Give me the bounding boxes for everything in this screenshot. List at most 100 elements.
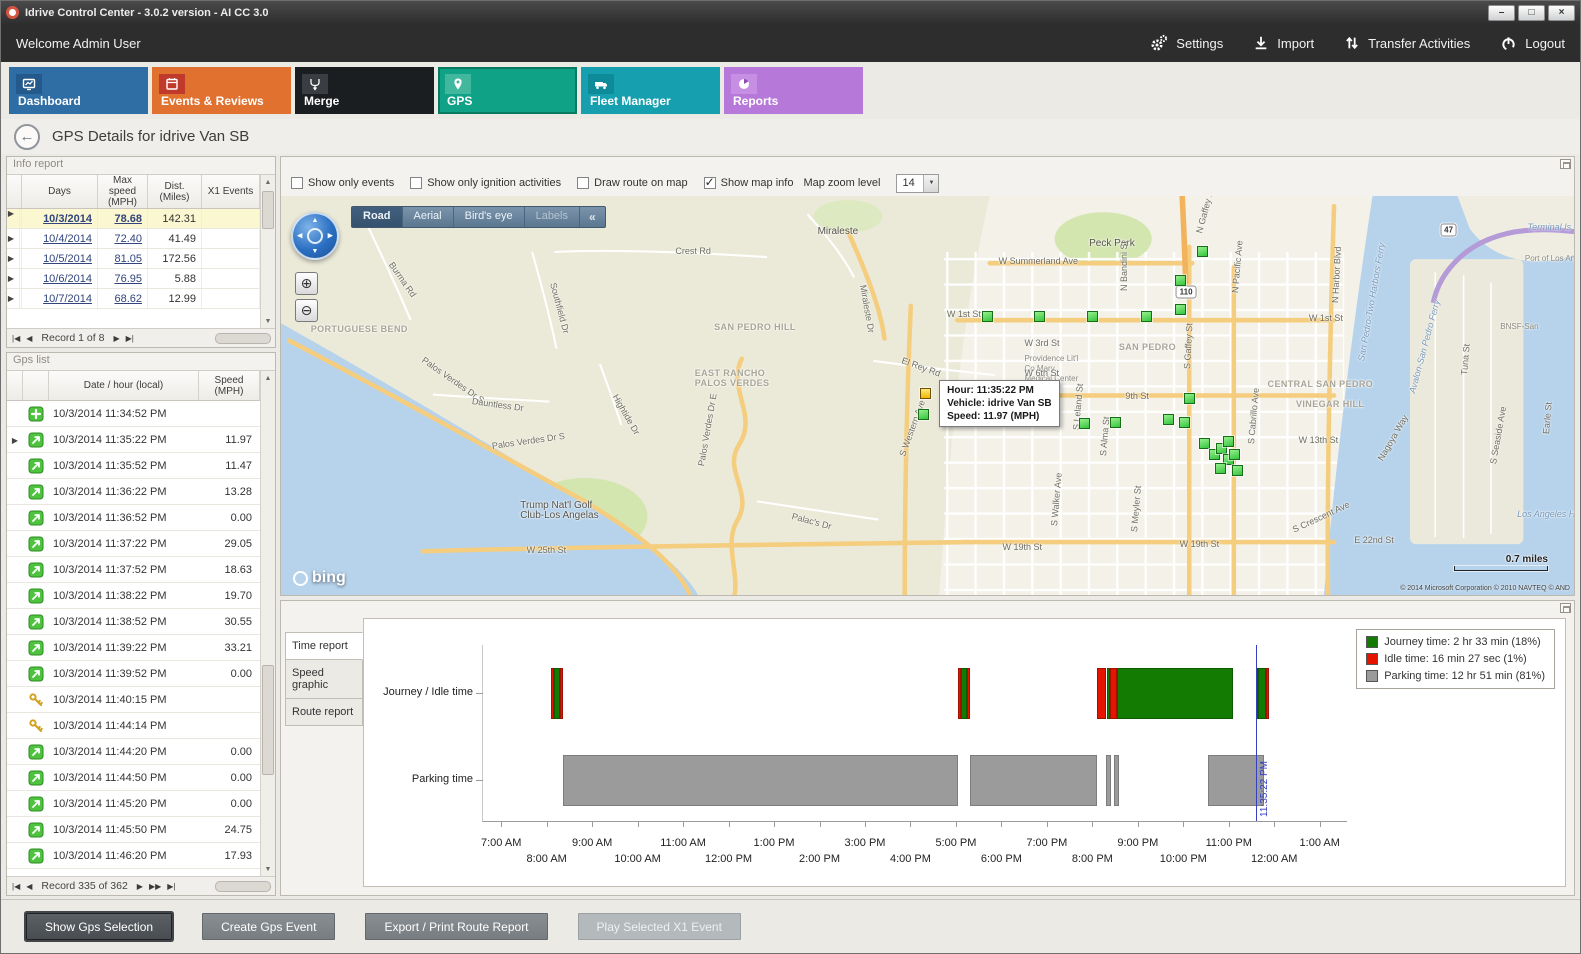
gps-marker[interactable] [1079,417,1091,429]
transfer-activities-menu-item[interactable]: Transfer Activities [1344,35,1470,51]
gps-list-row[interactable]: ▶ 10/3/2014 11:34:52 PM [7,401,260,427]
scroll-down-arrow[interactable] [261,314,276,328]
column-header-speed[interactable]: Speed (MPH) [199,371,260,400]
pager-next-button[interactable] [112,334,120,343]
info-report-scrollbar[interactable] [260,175,275,328]
map-canvas[interactable]: Miraleste Peck Park W Summerland Ave Crest … [281,196,1574,595]
gps-list-row[interactable]: ▶ 10/3/2014 11:36:22 PM 13.28 [7,479,260,505]
scroll-thumb[interactable] [262,191,274,229]
pager-last-button[interactable] [166,882,176,891]
pan-left-arrow[interactable] [297,233,302,240]
chart-tab[interactable]: Time report [285,632,363,660]
map-style-tab[interactable]: Labels [525,207,580,227]
column-header-max-speed[interactable]: Max speed (MPH) [98,175,148,208]
selected-gps-marker[interactable] [920,387,932,399]
gps-list-row[interactable]: ▶ 10/3/2014 11:37:22 PM 29.05 [7,531,260,557]
gps-marker[interactable] [1087,311,1098,323]
info-report-row[interactable]: ▶ 10/5/2014 81.05 172.56 [7,249,260,269]
gps-list-row[interactable]: ▶ 10/3/2014 11:39:22 PM 33.21 [7,635,260,661]
pager-prev-button[interactable] [25,882,33,891]
tab-gps[interactable]: GPS [438,67,577,114]
pan-right-arrow[interactable] [328,233,333,240]
map-option-checkbox[interactable]: Show only ignition activities [410,177,561,189]
column-header-days[interactable]: Days [22,175,98,208]
gps-marker[interactable] [1199,438,1211,450]
column-header-x1-events[interactable]: X1 Events [202,175,260,208]
gps-list-row[interactable]: ▶ 10/3/2014 11:44:50 PM 0.00 [7,765,260,791]
map-bar-collapse-button[interactable] [580,207,605,227]
pager-last-button[interactable] [125,334,135,343]
map-style-tab[interactable]: Road [352,207,403,227]
pager-first-button[interactable] [11,882,21,891]
gps-list-row[interactable]: ▶ 10/3/2014 11:45:50 PM 24.75 [7,817,260,843]
gps-marker[interactable] [1174,274,1186,286]
day-link[interactable]: 10/7/2014 [43,292,92,305]
gps-marker[interactable] [1033,311,1045,323]
gps-list-row[interactable]: ▶ 10/3/2014 11:35:22 PM 11.97 [7,427,260,453]
gps-list-row[interactable]: ▶ 10/3/2014 11:38:52 PM 30.55 [7,609,260,635]
gps-marker[interactable] [1174,304,1186,316]
pager-next-page-button[interactable] [148,882,162,891]
gps-marker[interactable] [1216,443,1228,455]
gps-marker[interactable] [1222,436,1234,448]
map-zoom-in-button[interactable] [295,272,318,295]
gps-marker[interactable] [1110,417,1122,429]
compass-center[interactable] [307,228,323,244]
gps-marker[interactable] [917,408,929,420]
pager-prev-button[interactable] [25,334,33,343]
map-option-checkbox[interactable]: Draw route on map [577,177,688,189]
pager-scroll-thumb[interactable] [215,880,271,892]
max-speed-link[interactable]: 76.95 [114,272,142,285]
info-report-row[interactable]: ▶ 10/6/2014 76.95 5.88 [7,269,260,289]
gps-marker[interactable] [1215,462,1226,474]
checkbox-box[interactable] [291,177,303,189]
tab-fleet-manager[interactable]: Fleet Manager [581,67,720,114]
map-zoom-level-select[interactable]: 14 [896,173,940,193]
map-pan-compass[interactable] [291,212,339,260]
gps-list-row[interactable]: ▶ 10/3/2014 11:35:52 PM 11.47 [7,453,260,479]
chart-panel-maximize-button[interactable] [1560,603,1571,613]
settings-menu-item[interactable]: Settings [1150,34,1223,52]
button-create-gps-event[interactable]: Create Gps Event [202,913,336,940]
gps-list-row[interactable]: ▶ 10/3/2014 11:44:20 PM 0.00 [7,739,260,765]
info-report-row[interactable]: ▶ 10/7/2014 68.62 12.99 [7,289,260,309]
gps-list-row[interactable]: ▶ 10/3/2014 11:38:22 PM 19.70 [7,583,260,609]
minimize-button[interactable] [1488,4,1515,21]
map-panel-maximize-button[interactable] [1560,159,1571,169]
pan-up-arrow[interactable] [312,217,319,224]
map-option-checkbox[interactable]: Show only events [291,177,394,189]
map-option-checkbox[interactable]: Show map info [703,175,793,189]
day-link[interactable]: 10/5/2014 [43,252,92,265]
column-header-date-hour[interactable]: Date / hour (local) [49,371,199,400]
checkbox-box[interactable] [577,177,590,189]
checkbox-box[interactable] [410,177,423,189]
gps-list-row[interactable]: ▶ 10/3/2014 11:39:52 PM 0.00 [7,661,260,687]
max-speed-link[interactable]: 78.68 [114,212,142,225]
gps-marker[interactable] [1183,393,1195,405]
gps-marker[interactable] [982,311,994,323]
pager-next-button[interactable] [136,882,144,891]
max-speed-link[interactable]: 81.05 [114,252,142,265]
map-style-tab[interactable]: Bird's eye [454,207,525,227]
gps-marker[interactable] [1163,413,1175,425]
max-speed-link[interactable]: 68.62 [114,292,142,305]
day-link[interactable]: 10/3/2014 [43,212,92,225]
gps-list-row[interactable]: ▶ 10/3/2014 11:45:20 PM 0.00 [7,791,260,817]
button-show-gps-selection[interactable]: Show Gps Selection [26,913,173,940]
import-menu-item[interactable]: Import [1253,35,1314,51]
gps-list-row[interactable]: ▶ 10/3/2014 11:36:52 PM 0.00 [7,505,260,531]
gps-marker[interactable] [1229,448,1241,460]
scroll-thumb[interactable] [262,665,274,775]
day-link[interactable]: 10/4/2014 [43,232,92,245]
chart-tab[interactable]: Speed graphic [285,659,363,699]
pan-down-arrow[interactable] [312,248,319,255]
tab-merge[interactable]: Merge [295,67,434,114]
gps-marker[interactable] [1141,311,1153,323]
tab-reports[interactable]: Reports [724,67,863,114]
gps-list-row[interactable]: ▶ 10/3/2014 11:40:15 PM [7,687,260,713]
map-zoom-out-button[interactable] [295,299,318,322]
checkbox-box[interactable] [703,175,716,189]
pager-first-button[interactable] [11,334,21,343]
gps-list-row[interactable]: ▶ 10/3/2014 11:46:20 PM 17.93 [7,843,260,869]
tab-events-reviews[interactable]: Events & Reviews [152,67,291,114]
